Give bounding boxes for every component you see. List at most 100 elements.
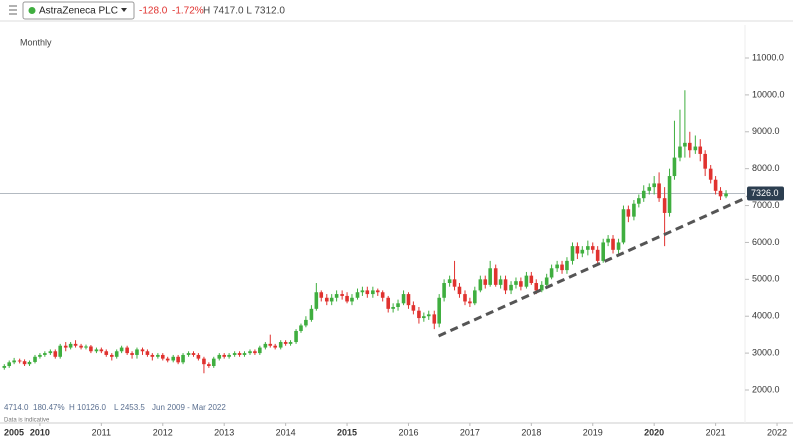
x-tick-label: 2020 [644, 427, 664, 437]
x-tick-label: 2016 [398, 427, 418, 437]
candle-body [626, 209, 631, 217]
candle-body [7, 362, 12, 367]
candle-body [355, 292, 360, 298]
candle-body [38, 354, 42, 357]
candle-body [94, 349, 99, 352]
last-price-label: 7326.0 [751, 188, 779, 198]
candle-body [683, 142, 687, 147]
candle-body [586, 246, 590, 250]
candle-body [273, 345, 277, 348]
candle-body [99, 349, 104, 352]
menu-icon[interactable] [9, 5, 17, 15]
candle-body [590, 246, 595, 250]
candle-body [114, 351, 119, 357]
candle-body [268, 343, 273, 346]
candle-body [417, 310, 421, 319]
candle-body [534, 283, 539, 291]
y-tick-label: 9000.0 [752, 126, 780, 136]
candle-body [165, 358, 170, 361]
candle-body [708, 168, 713, 180]
candle-body [565, 260, 569, 271]
x-tick-label: 2011 [92, 427, 111, 437]
candle-body [447, 279, 452, 284]
candle-body [68, 343, 73, 348]
y-tick-label: 7000.0 [752, 200, 780, 210]
y-tick-label: 5000.0 [752, 274, 780, 284]
candle-body [283, 342, 288, 344]
candle-body [217, 354, 222, 359]
candle-body [156, 354, 160, 357]
change-percent: -1.72% [172, 6, 204, 17]
candle-body [616, 242, 621, 250]
candle-body [140, 349, 145, 352]
candle-body [519, 281, 523, 287]
candle-body [242, 353, 247, 355]
candle-body [191, 353, 196, 355]
candle-body [371, 290, 375, 295]
candle-body [483, 279, 488, 285]
candle-body [196, 354, 201, 359]
candle-body [718, 190, 723, 197]
candle-body [319, 292, 324, 298]
candle-body [380, 292, 385, 298]
candle-body [186, 353, 191, 355]
candle-body [713, 179, 718, 191]
candle-body [171, 356, 176, 361]
candle-body [539, 284, 544, 291]
candle-body [509, 284, 513, 291]
candle-body [365, 290, 370, 295]
candle-body [411, 305, 416, 311]
candle-body [360, 290, 365, 293]
candle-body [503, 279, 508, 291]
x-tick-label: 2013 [214, 427, 234, 437]
candle-body [396, 303, 400, 307]
instrument-selector[interactable] [22, 1, 135, 20]
candle-body [688, 142, 692, 151]
candle-body [150, 354, 155, 357]
candle-body [632, 203, 636, 217]
candle-body [253, 351, 257, 354]
last-price-box [747, 186, 784, 201]
y-tick-label: 8000.0 [752, 163, 780, 173]
x-tick-label: 2019 [583, 427, 603, 437]
candle-body [53, 351, 58, 357]
candle-body [580, 249, 585, 254]
summary-low: L 2453.5 [114, 403, 145, 412]
toolbar [0, 0, 793, 21]
candle-body [478, 279, 483, 291]
y-tick-label: 4000.0 [752, 311, 780, 321]
x-tick-label: 2017 [460, 427, 480, 437]
candle-body [299, 325, 303, 331]
candle-body [2, 366, 7, 368]
candle-body [48, 351, 53, 354]
candle-body [222, 354, 227, 357]
candle-body [125, 347, 129, 354]
candle-body [703, 153, 707, 169]
candle-body [606, 238, 610, 243]
candle-body [698, 146, 703, 154]
x-start-label: 2005 [4, 427, 24, 437]
candle-body [601, 242, 605, 261]
candle-body [232, 353, 237, 355]
dropdown-arrow [121, 8, 127, 12]
candle-body [17, 360, 22, 362]
candle-body [375, 290, 380, 293]
candle-body [145, 351, 150, 355]
status-dot [28, 7, 36, 14]
candle-body [442, 283, 446, 298]
candle-body [595, 249, 600, 261]
candle-body [278, 342, 283, 348]
candle-body [391, 306, 395, 309]
candle-body [63, 345, 68, 348]
candle-body [130, 353, 134, 355]
candle-body [637, 198, 641, 204]
trendline [437, 195, 749, 338]
candle-body [202, 358, 206, 365]
candle-body [647, 187, 652, 191]
candle-body [160, 354, 165, 359]
candle-body [611, 238, 615, 250]
candle-body [529, 275, 534, 284]
candle-body [309, 308, 314, 320]
note: Data is indicative [4, 418, 50, 424]
